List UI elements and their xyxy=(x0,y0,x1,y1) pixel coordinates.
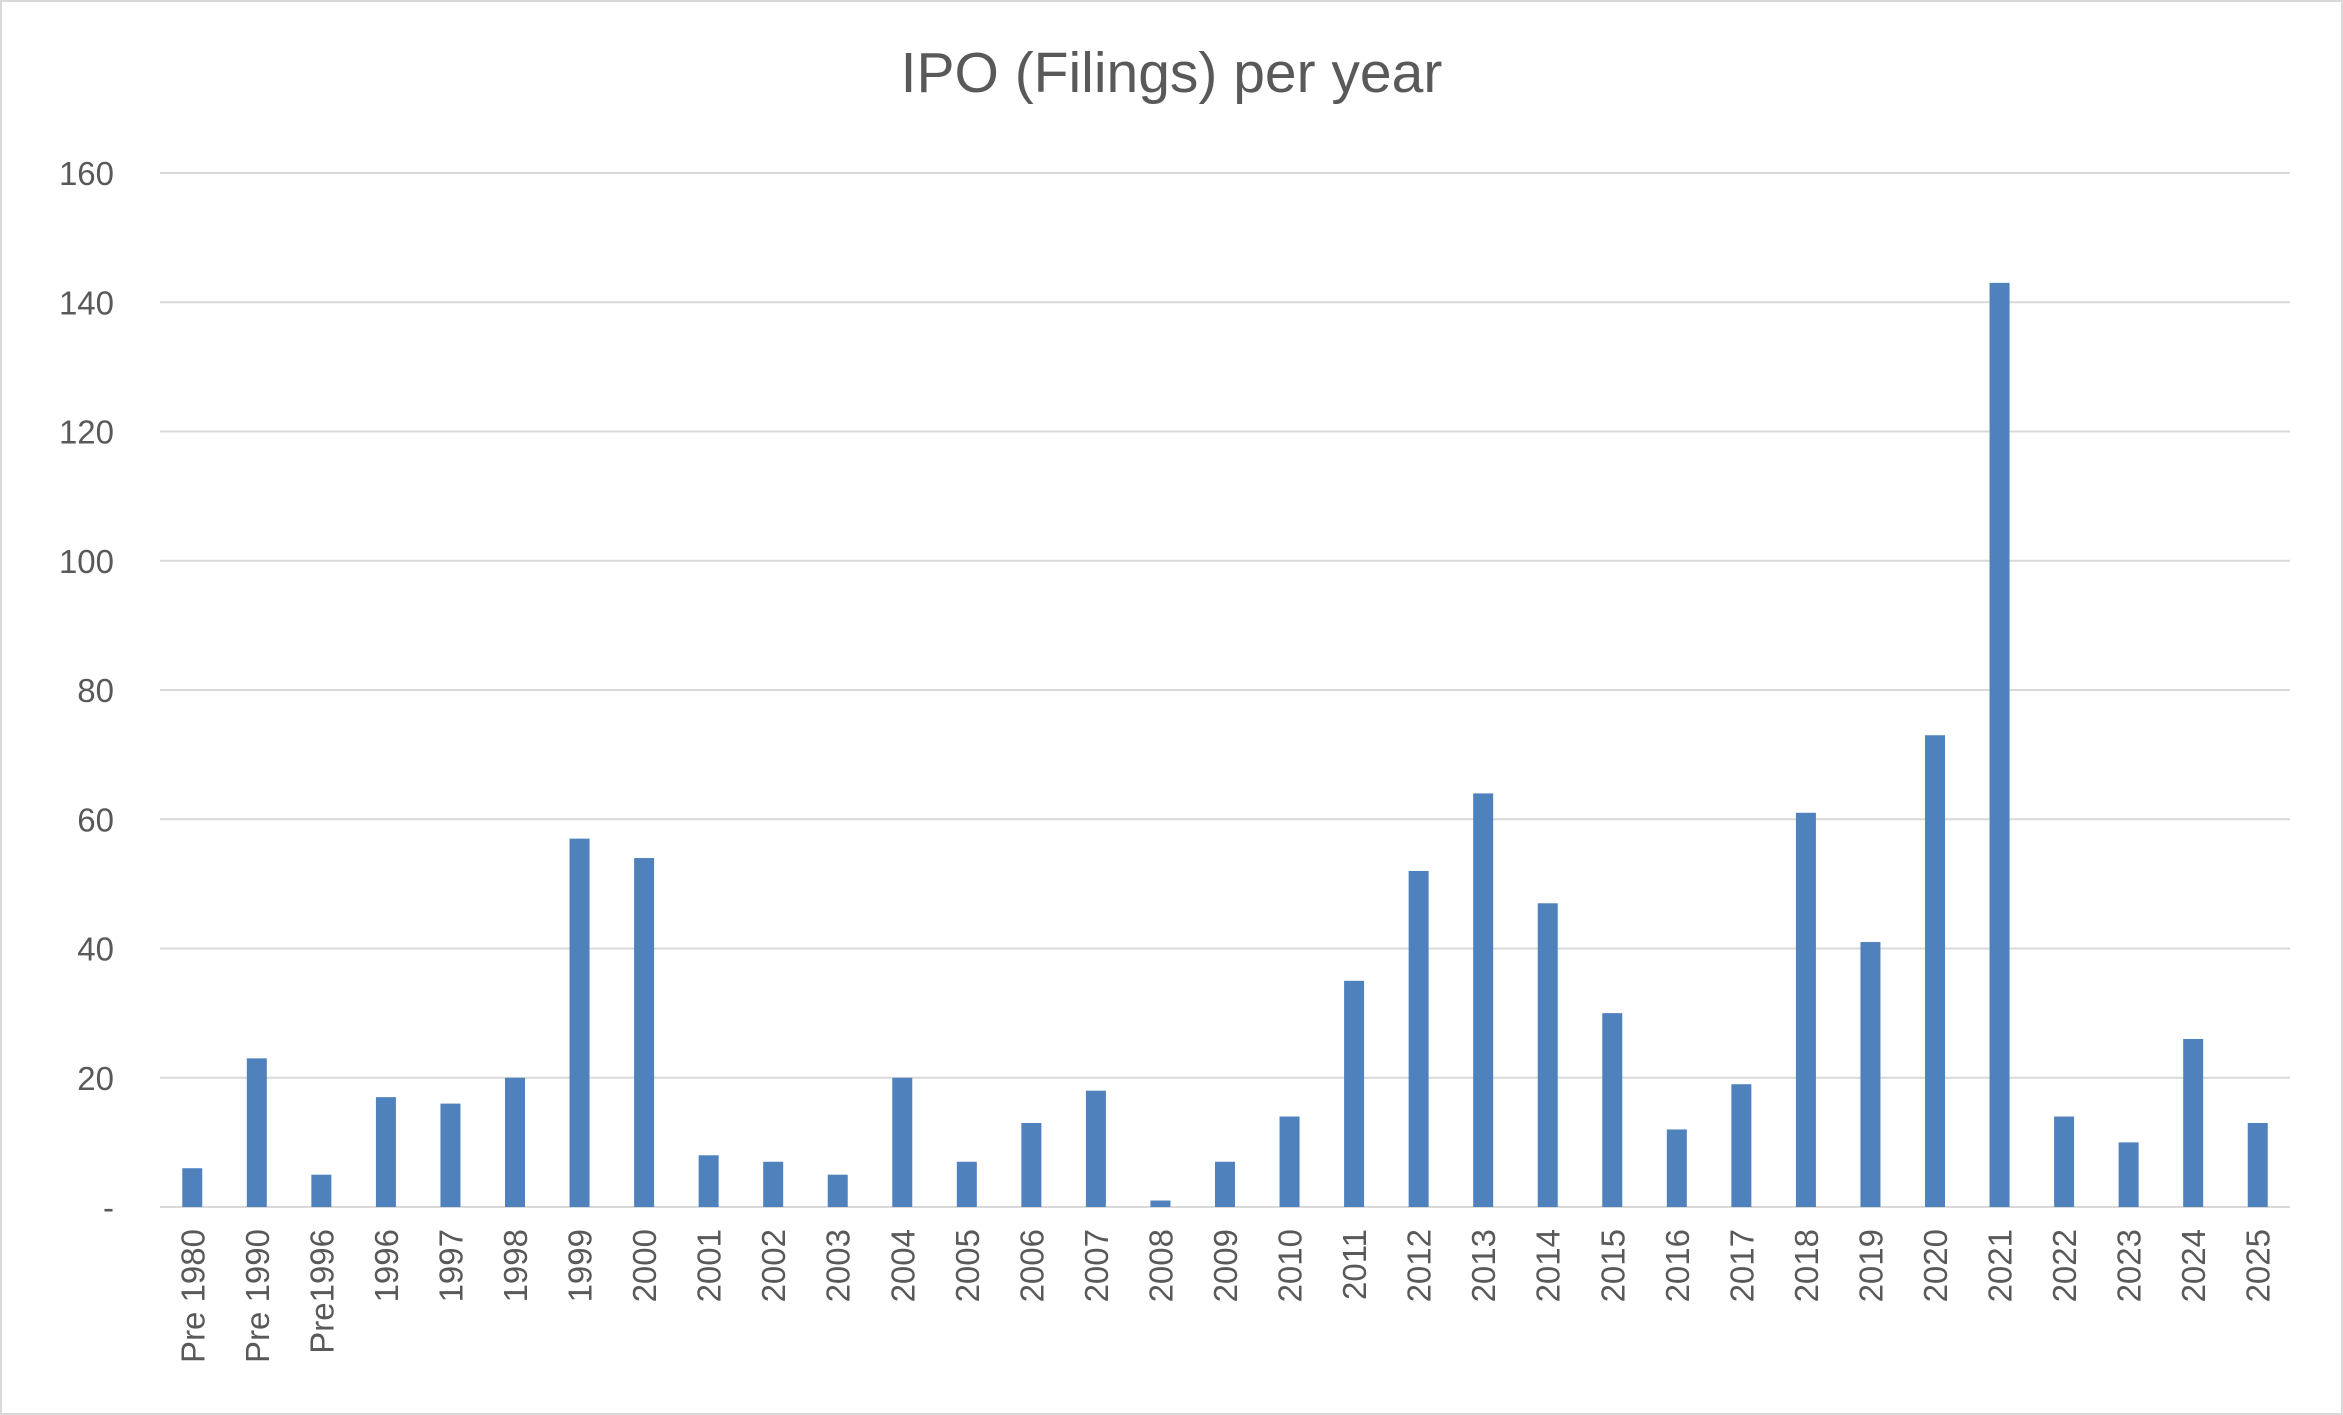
bar xyxy=(440,1103,461,1207)
bar xyxy=(1279,1116,1300,1207)
x-tick-label: 1999 xyxy=(562,1229,599,1302)
x-tick-label: 2008 xyxy=(1142,1229,1179,1302)
x-tick-label: 2003 xyxy=(820,1229,857,1302)
bar xyxy=(1473,793,1494,1207)
bar xyxy=(763,1161,784,1207)
x-tick-label: 2021 xyxy=(1982,1229,2019,1302)
y-tick-label: 80 xyxy=(77,672,114,709)
x-tick-label: 2024 xyxy=(2175,1229,2212,1302)
bar xyxy=(375,1097,396,1207)
bar xyxy=(827,1174,848,1207)
bar xyxy=(698,1155,719,1207)
y-tick-label: 20 xyxy=(77,1060,114,1097)
x-tick-label: 1998 xyxy=(497,1229,534,1302)
bar xyxy=(1860,942,1881,1207)
bar xyxy=(1344,980,1365,1207)
bar xyxy=(569,838,590,1207)
bar xyxy=(1085,1090,1106,1207)
x-tick-label: 2019 xyxy=(1852,1229,1889,1302)
bar xyxy=(892,1077,913,1207)
bar xyxy=(1731,1084,1752,1207)
y-tick-label: 140 xyxy=(59,284,114,321)
x-tick-label: 2020 xyxy=(1917,1229,1954,1302)
y-tick-label: - xyxy=(103,1189,114,1226)
bar xyxy=(2118,1142,2139,1207)
x-tick-label: 2005 xyxy=(949,1229,986,1302)
x-tick-label: 2015 xyxy=(1594,1229,1631,1302)
gridlines xyxy=(160,172,2290,1208)
bars xyxy=(182,282,2268,1207)
bar xyxy=(311,1174,332,1207)
x-tick-label: 2016 xyxy=(1659,1229,1696,1302)
bar xyxy=(634,858,655,1207)
y-tick-label: 160 xyxy=(59,155,114,192)
x-tick-label: 2000 xyxy=(626,1229,663,1302)
bar xyxy=(2054,1116,2075,1207)
x-tick-label: 2004 xyxy=(884,1229,921,1302)
x-tick-label: 2017 xyxy=(1723,1229,1760,1302)
x-tick-label: 2009 xyxy=(1207,1229,1244,1302)
x-tick-label: 2010 xyxy=(1272,1229,1309,1302)
bar xyxy=(956,1161,977,1207)
bar xyxy=(1602,1013,1623,1207)
x-tick-label: 2022 xyxy=(2046,1229,2083,1302)
x-tick-label: Pre1996 xyxy=(303,1229,340,1354)
bar xyxy=(1537,903,1558,1207)
y-tick-label: 60 xyxy=(77,801,114,838)
bar xyxy=(2183,1038,2204,1207)
y-axis-tick-labels: - 20 40 60 80 100 120 140 160 xyxy=(59,155,114,1226)
chart-title: IPO (Filings) per year xyxy=(900,41,1443,105)
y-tick-label: 40 xyxy=(77,931,114,968)
x-tick-label: Pre 1990 xyxy=(239,1229,276,1363)
x-tick-label: 2023 xyxy=(2111,1229,2148,1302)
bar xyxy=(182,1168,203,1207)
bar xyxy=(505,1077,525,1207)
bar xyxy=(1150,1200,1171,1207)
x-tick-label: 2025 xyxy=(2240,1229,2277,1302)
x-tick-label: 2013 xyxy=(1465,1229,1502,1302)
x-tick-label: 2007 xyxy=(1078,1229,1115,1302)
x-tick-label: 2006 xyxy=(1013,1229,1050,1302)
x-tick-label: Pre 1980 xyxy=(174,1229,211,1363)
y-tick-label: 100 xyxy=(59,543,114,580)
x-tick-label: 2011 xyxy=(1336,1229,1373,1300)
bar xyxy=(1408,870,1429,1207)
x-tick-label: 2018 xyxy=(1788,1229,1825,1302)
x-tick-label: 1997 xyxy=(432,1229,469,1302)
bar xyxy=(1795,812,1816,1207)
bar xyxy=(1021,1122,1042,1207)
bar xyxy=(2247,1122,2268,1207)
bar xyxy=(1925,735,1945,1207)
bar xyxy=(1215,1161,1235,1207)
x-tick-label: 2014 xyxy=(1530,1229,1567,1302)
x-tick-label: 2002 xyxy=(755,1229,792,1302)
y-tick-label: 120 xyxy=(59,414,114,451)
bar xyxy=(246,1058,267,1207)
x-tick-label: 1996 xyxy=(368,1229,405,1302)
x-axis-tick-labels: Pre 1980 Pre 1990 Pre1996 1996 1997 1998 1999 2… xyxy=(174,1229,2276,1363)
bar xyxy=(1666,1129,1687,1207)
x-tick-label: 2012 xyxy=(1401,1229,1438,1302)
x-tick-label: 2001 xyxy=(691,1229,728,1302)
bar xyxy=(1989,282,2010,1207)
